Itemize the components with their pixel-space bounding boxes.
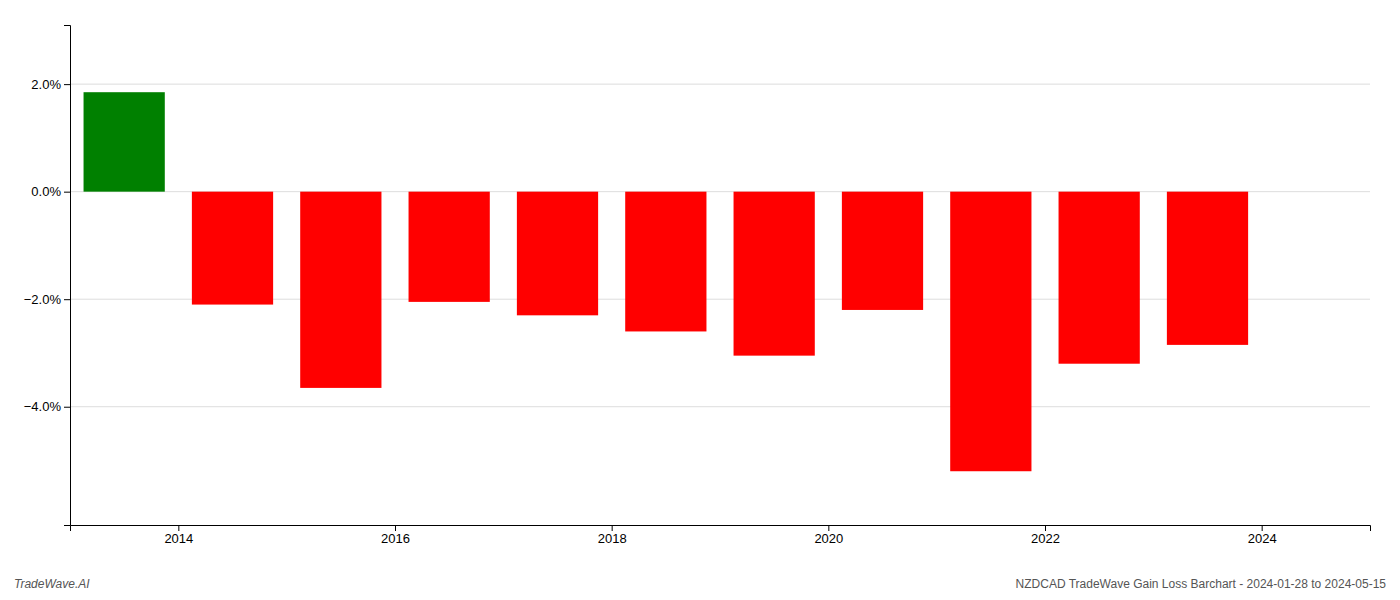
bar	[842, 192, 923, 310]
bar	[1167, 192, 1248, 345]
tick-mark	[395, 525, 396, 531]
tick-mark	[64, 84, 70, 85]
tick-label: 2020	[814, 531, 843, 546]
bar	[192, 192, 273, 305]
bar	[517, 192, 598, 316]
x-axis: 2014 2016 2018 2020 2022 2024	[71, 525, 1371, 546]
tick-mark	[1262, 525, 1263, 531]
tick: 2016	[381, 525, 410, 546]
tick-label: 2.0%	[31, 77, 61, 92]
bars	[84, 92, 1249, 471]
tick-label: 2014	[164, 531, 193, 546]
tick-mark	[64, 407, 70, 408]
axis-line	[71, 526, 1371, 532]
tick-mark	[178, 525, 179, 531]
footer-text: TradeWave.AI	[14, 577, 90, 591]
tick: 2020	[814, 525, 843, 546]
tick-mark	[612, 525, 613, 531]
tick-label: −2.0%	[24, 292, 62, 307]
tick-label: 2024	[1248, 531, 1277, 546]
chart: 2014 2016 2018 2020 2022 2024 −4.0% −2.0% 0.0% 2.…	[0, 0, 1400, 600]
y-axis: −4.0% −2.0% 0.0% 2.0%	[24, 26, 71, 526]
bar	[734, 192, 815, 356]
bar	[950, 192, 1031, 472]
axis-line	[64, 26, 71, 526]
tick: −2.0%	[24, 292, 70, 307]
tick: −4.0%	[24, 399, 70, 414]
tick-mark	[828, 525, 829, 531]
tick-label: 2022	[1031, 531, 1060, 546]
tick-mark	[64, 299, 70, 300]
footer-text: NZDCAD TradeWave Gain Loss Barchart - 20…	[1016, 577, 1387, 591]
tick-label: 0.0%	[31, 184, 61, 199]
tick-mark	[1045, 525, 1046, 531]
tick-mark	[64, 192, 70, 193]
grid-line	[70, 406, 1370, 407]
grid	[70, 84, 1370, 407]
tick-label: 2016	[381, 531, 410, 546]
bar	[300, 192, 381, 388]
tick: 0.0%	[31, 184, 70, 199]
tick: 2024	[1248, 525, 1277, 546]
tick: 2014	[164, 525, 193, 546]
tick-label: 2018	[598, 531, 627, 546]
tick: 2022	[1031, 525, 1060, 546]
grid-line	[70, 84, 1370, 85]
bar	[409, 192, 490, 302]
bar	[625, 192, 706, 332]
tick-label: −4.0%	[24, 399, 62, 414]
bar	[1059, 192, 1140, 364]
bar	[84, 92, 165, 191]
tick: 2.0%	[31, 77, 70, 92]
tick: 2018	[598, 525, 627, 546]
